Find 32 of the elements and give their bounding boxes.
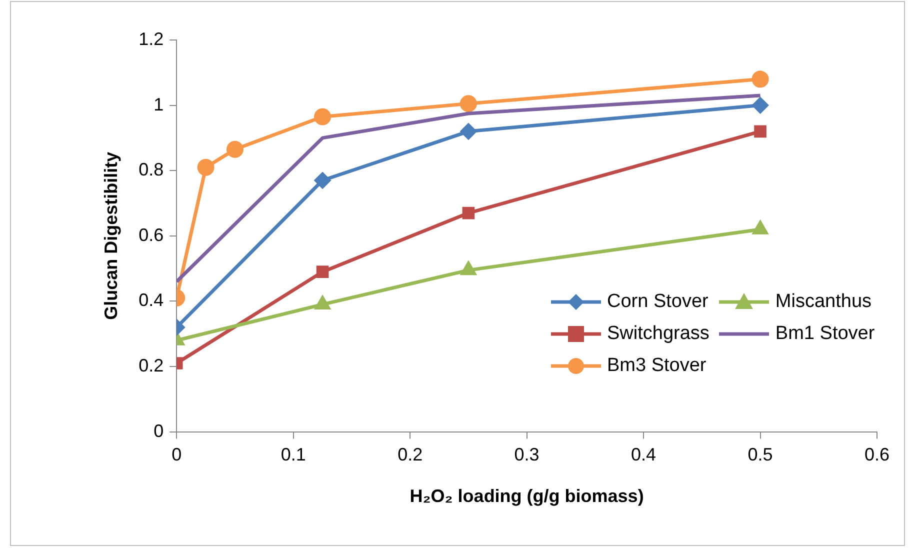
legend-label: Switchgrass [607, 322, 710, 345]
y-tick-label: 1.2 [138, 28, 164, 49]
point [314, 172, 332, 189]
y-tick-label: 0.8 [138, 160, 164, 180]
y-tick-label: 0.2 [138, 355, 164, 376]
legend-label: Bm1 Stover [775, 322, 875, 345]
y-tick-label: 1 [154, 94, 164, 114]
x-tick-label: 0.4 [631, 444, 656, 465]
y-tick-label: 0.6 [138, 224, 164, 245]
x-tick-label: 0.5 [748, 444, 773, 465]
x-tick-label: 0 [172, 444, 182, 465]
point [460, 122, 477, 140]
point [752, 96, 769, 114]
point [197, 158, 214, 176]
point [460, 95, 477, 112]
point [226, 140, 244, 158]
y-tick-label: 0.4 [138, 290, 164, 310]
point [752, 70, 769, 88]
x-axis-title: H₂O₂ loading (g/g biomass) [410, 486, 644, 506]
x-tick-label: 0.6 [864, 444, 890, 465]
point [316, 266, 329, 278]
y-tick-label: 0 [154, 420, 164, 441]
legend-label: Corn Stover [607, 290, 708, 313]
x-tick-label: 0.2 [398, 444, 423, 465]
x-tick-label: 0.1 [280, 444, 306, 465]
point [462, 206, 475, 220]
point [314, 108, 332, 126]
legend-label: Miscanthus [775, 290, 872, 313]
y-axis-title: Glucan Digestibility [100, 152, 121, 320]
point [754, 125, 766, 138]
x-tick-label: 0.3 [514, 444, 540, 465]
legend-label: Bm3 Stover [607, 354, 706, 377]
